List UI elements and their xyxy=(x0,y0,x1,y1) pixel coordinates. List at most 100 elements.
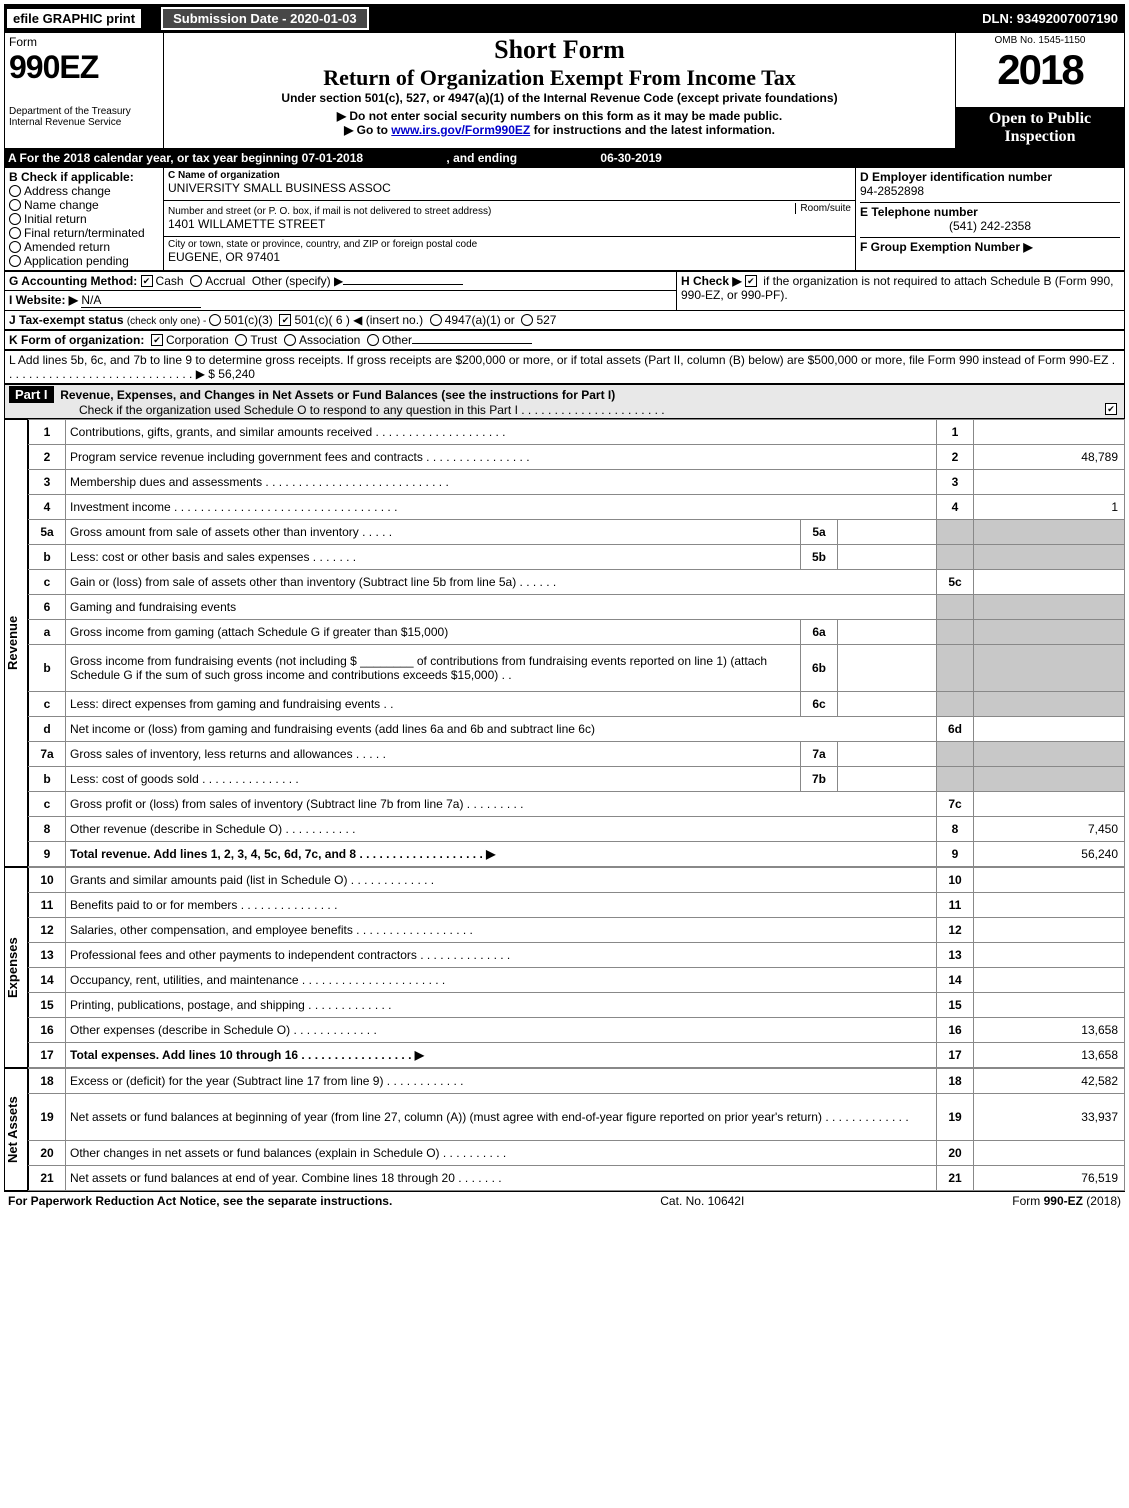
line-value: 42,582 xyxy=(974,1068,1125,1093)
line-desc: Gross profit or (loss) from sales of inv… xyxy=(66,791,937,816)
cash-check[interactable]: ✔ xyxy=(141,275,153,287)
initial-return-check[interactable] xyxy=(9,213,21,225)
line-row: cGain or (loss) from sale of assets othe… xyxy=(29,569,1125,594)
l-row: L Add lines 5b, 6c, and 7b to line 9 to … xyxy=(4,350,1125,384)
line-desc: Gross income from gaming (attach Schedul… xyxy=(66,619,801,644)
tel-label: E Telephone number xyxy=(860,202,1120,219)
k-trust-check[interactable] xyxy=(235,334,247,346)
room-label: Room/suite xyxy=(795,203,851,214)
line-value: 7,450 xyxy=(974,816,1125,841)
line-number: 17 xyxy=(29,1042,66,1067)
line-row: aGross income from gaming (attach Schedu… xyxy=(29,619,1125,644)
irs: Internal Revenue Service xyxy=(9,117,159,128)
line-number: 2 xyxy=(29,444,66,469)
right-line-number: 13 xyxy=(937,942,974,967)
line-number: 20 xyxy=(29,1140,66,1165)
right-line-number: 20 xyxy=(937,1140,974,1165)
line-value xyxy=(974,569,1125,594)
submission-date: Submission Date - 2020-01-03 xyxy=(161,7,369,30)
mid-line-number: 5b xyxy=(801,544,838,569)
h-check[interactable]: ✔ xyxy=(745,275,757,287)
right-line-number: 6d xyxy=(937,716,974,741)
line-row: 13Professional fees and other payments t… xyxy=(29,942,1125,967)
line-number: 5a xyxy=(29,519,66,544)
right-line-number: 1 xyxy=(937,419,974,444)
right-val-grey xyxy=(974,594,1125,619)
right-line-number: 12 xyxy=(937,917,974,942)
line-value xyxy=(974,1140,1125,1165)
g-h-row: G Accounting Method: ✔Cash Accrual Other… xyxy=(4,271,1125,311)
line-row: 5aGross amount from sale of assets other… xyxy=(29,519,1125,544)
final-return-label: Final return/terminated xyxy=(24,226,145,240)
line-value xyxy=(974,992,1125,1017)
line-row: 14Occupancy, rent, utilities, and mainte… xyxy=(29,967,1125,992)
short-form-title: Short Form xyxy=(168,35,951,65)
line-value xyxy=(974,419,1125,444)
k-other-label: Other xyxy=(382,333,412,347)
mid-line-value xyxy=(838,619,937,644)
form-header: Form 990EZ Department of the Treasury In… xyxy=(4,32,1125,149)
line-number: 9 xyxy=(29,841,66,866)
revenue-table: 1Contributions, gifts, grants, and simil… xyxy=(28,419,1125,867)
line-row: bGross income from fundraising events (n… xyxy=(29,644,1125,691)
line-desc: Membership dues and assessments . . . . … xyxy=(66,469,937,494)
line-value: 13,658 xyxy=(974,1017,1125,1042)
goto-notice: ▶ Go to www.irs.gov/Form990EZ for instru… xyxy=(168,123,951,137)
line-desc: Gross sales of inventory, less returns a… xyxy=(66,741,801,766)
goto-prefix: ▶ Go to xyxy=(344,123,391,137)
mid-line-value xyxy=(838,766,937,791)
line-number: 21 xyxy=(29,1165,66,1190)
addr-change-check[interactable] xyxy=(9,185,21,197)
line-number: c xyxy=(29,691,66,716)
right-line-number: 19 xyxy=(937,1093,974,1140)
right-line-number: 5c xyxy=(937,569,974,594)
right-line-number: 18 xyxy=(937,1068,974,1093)
line-number: 7a xyxy=(29,741,66,766)
goto-link[interactable]: www.irs.gov/Form990EZ xyxy=(391,123,530,137)
right-line-number: 7c xyxy=(937,791,974,816)
line-value xyxy=(974,892,1125,917)
cash-label: Cash xyxy=(156,274,184,288)
part1-schedo-check[interactable]: ✔ xyxy=(1105,403,1117,415)
line-row: cGross profit or (loss) from sales of in… xyxy=(29,791,1125,816)
k-other-check[interactable] xyxy=(367,334,379,346)
h-label: H Check ▶ xyxy=(681,274,742,288)
k-corp-check[interactable]: ✔ xyxy=(151,334,163,346)
right-line-number: 14 xyxy=(937,967,974,992)
ein-label: D Employer identification number xyxy=(860,170,1120,184)
period-mid: , and ending xyxy=(366,151,600,165)
footer-mid: Cat. No. 10642I xyxy=(660,1194,744,1208)
name-change-check[interactable] xyxy=(9,199,21,211)
right-num-grey xyxy=(937,644,974,691)
line-row: dNet income or (loss) from gaming and fu… xyxy=(29,716,1125,741)
efile-label: efile GRAPHIC print xyxy=(7,9,141,28)
line-desc: Net income or (loss) from gaming and fun… xyxy=(66,716,937,741)
line-number: 15 xyxy=(29,992,66,1017)
goto-suffix: for instructions and the latest informat… xyxy=(530,123,775,137)
line-row: 19Net assets or fund balances at beginni… xyxy=(29,1093,1125,1140)
mid-line-number: 7a xyxy=(801,741,838,766)
line-value xyxy=(974,469,1125,494)
final-return-check[interactable] xyxy=(9,227,21,239)
j-527-check[interactable] xyxy=(521,314,533,326)
amended-check[interactable] xyxy=(9,241,21,253)
ein: 94-2852898 xyxy=(860,184,1120,198)
j-501c-check[interactable]: ✔ xyxy=(279,314,291,326)
box-b-label: B Check if applicable: xyxy=(9,170,159,184)
app-pending-check[interactable] xyxy=(9,255,21,267)
period-prefix: A For the 2018 calendar year, or tax yea… xyxy=(8,151,302,165)
line-value xyxy=(974,917,1125,942)
j-501c3-check[interactable] xyxy=(209,314,221,326)
line-desc: Gaming and fundraising events xyxy=(66,594,937,619)
line-desc: Other expenses (describe in Schedule O) … xyxy=(66,1017,937,1042)
k-assoc-check[interactable] xyxy=(284,334,296,346)
line-value xyxy=(974,716,1125,741)
j-4947-check[interactable] xyxy=(430,314,442,326)
accrual-check[interactable] xyxy=(190,275,202,287)
part1-heading: Revenue, Expenses, and Changes in Net As… xyxy=(60,388,615,402)
mid-line-number: 6c xyxy=(801,691,838,716)
i-label: I Website: ▶ xyxy=(9,293,78,307)
right-val-grey xyxy=(974,519,1125,544)
line-row: 21Net assets or fund balances at end of … xyxy=(29,1165,1125,1190)
line-number: 10 xyxy=(29,867,66,892)
